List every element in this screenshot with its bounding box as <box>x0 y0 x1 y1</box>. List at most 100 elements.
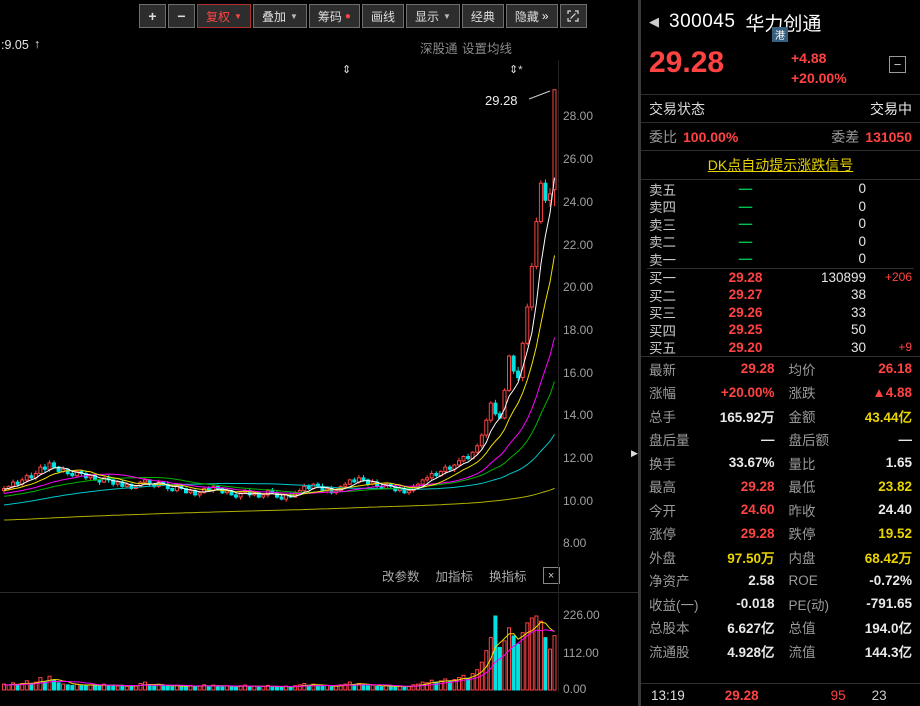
dk-signal-link[interactable]: DK点自动提示涨跌信号 <box>707 157 854 173</box>
stat-row: 涨停 29.28 跌停 19.52 <box>649 525 912 543</box>
chart-area: + − 复权 ▼ 叠加 ▼ 筹码 ● 画线 显示 ▼ 经典 隐藏» :9.05 ↑ 深股… <box>0 0 638 706</box>
sell-row: 卖五 —0 <box>649 181 866 198</box>
stat-row: 最新 29.28 均价 26.18 <box>649 361 912 378</box>
weibi-row: 委比 100.00% 委差 131050 <box>641 123 920 150</box>
sell-price[interactable]: — <box>738 198 753 214</box>
last-price: 29.28 <box>649 46 725 79</box>
stat-row: 今开 24.60 昨收 24.40 <box>649 502 912 519</box>
buy-row: 买一 29.28 130899 +206 <box>649 269 912 287</box>
market-badge: 港 <box>772 27 788 42</box>
close-indicator-button[interactable]: × <box>542 567 560 584</box>
dk-signal-row: DK点自动提示涨跌信号 <box>641 151 920 179</box>
buy-price[interactable]: 29.26 <box>728 304 763 320</box>
collapse-quote-button[interactable]: − <box>889 56 906 73</box>
stat-row: 收益(一) -0.018 PE(动) -791.65 <box>649 596 912 613</box>
tick-count: 23 <box>871 687 887 703</box>
weibi-label: 委比 <box>649 128 677 145</box>
zoom-out-button[interactable]: − <box>168 4 195 28</box>
chip-distribution-button[interactable]: 筹码 ● <box>308 4 360 28</box>
sell-row: 卖一 —0 <box>649 251 866 268</box>
y-axis-tick: 26.00 <box>563 152 594 166</box>
classic-button[interactable]: 经典 <box>461 4 504 28</box>
chevron-down-icon: ▼ <box>289 11 298 21</box>
collapse-arrow-icon[interactable]: ▶ <box>631 448 638 458</box>
event-marker-icon[interactable]: ⇕ <box>342 64 352 76</box>
divider <box>641 356 920 357</box>
buy-price[interactable]: 29.27 <box>728 287 763 303</box>
trade-status-value: 交易中 <box>870 100 912 117</box>
stat-row: 总手 165.92万 金额 43.44亿 <box>649 409 912 425</box>
sell-price[interactable]: — <box>738 216 753 232</box>
change-params-link[interactable]: 改参数 <box>382 570 420 584</box>
vol-axis-tick: 112.00 <box>563 646 599 660</box>
tick-price: 29.28 <box>724 687 759 703</box>
divider <box>641 150 920 151</box>
y-axis-tick: 22.00 <box>563 238 594 252</box>
red-dot-icon: ● <box>344 10 351 22</box>
overlay-button[interactable]: 叠加 ▼ <box>252 4 307 28</box>
sell-row: 卖四 —0 <box>649 198 866 216</box>
chart-toolbar: + − 复权 ▼ 叠加 ▼ 筹码 ● 画线 显示 ▼ 经典 隐藏» <box>139 4 587 28</box>
vol-axis-tick: 226.00 <box>563 608 600 622</box>
weicha-value: 131050 <box>865 128 912 145</box>
trade-status-label: 交易状态 <box>649 100 705 117</box>
sell-price[interactable]: — <box>738 251 753 267</box>
indicator-toolbar: 改参数 加指标 换指标 × <box>382 566 560 585</box>
axis-divider <box>558 60 559 692</box>
add-indicator-link[interactable]: 加指标 <box>435 570 474 584</box>
panel-splitter[interactable]: ▶ <box>631 0 641 706</box>
divider <box>641 94 920 95</box>
chart-info-row: :9.05 ↑ 深股通 设置均线 <box>0 37 638 56</box>
stat-row: 外盘 97.50万 内盘 68.42万 <box>649 550 912 566</box>
set-ma-link[interactable]: 设置均线 <box>462 42 513 56</box>
stat-row: 流通股 4.928亿 流值 144.3亿 <box>649 644 912 660</box>
event-marker-icon[interactable]: ⇕* <box>509 64 523 76</box>
y-axis-tick: 8.00 <box>563 536 587 550</box>
sell-row: 卖三 —0 <box>649 216 866 233</box>
trade-status-row: 交易状态 交易中 <box>641 95 920 122</box>
chevrons-icon: » <box>541 9 549 23</box>
adjust-price-button[interactable]: 复权 ▼ <box>197 4 251 28</box>
y-axis-tick: 10.00 <box>563 494 594 508</box>
ma-value-label: :9.05 <box>1 38 29 52</box>
buy-price[interactable]: 29.20 <box>728 339 763 355</box>
y-axis-tick: 18.00 <box>563 323 594 337</box>
tick-time: 13:19 <box>651 687 685 703</box>
switch-indicator-link[interactable]: 换指标 <box>489 570 527 584</box>
back-arrow-icon[interactable]: ◀ <box>649 14 659 29</box>
y-axis-tick: 20.00 <box>563 280 594 294</box>
buy-price[interactable]: 29.28 <box>728 269 763 285</box>
last-tick-bar: 13:19 29.28 95 23 <box>641 683 920 706</box>
chevron-down-icon: ▼ <box>442 11 451 21</box>
quote-price-block: 29.28 +4.88 +20.00% − <box>641 44 920 94</box>
queue-divider <box>647 267 914 269</box>
stat-row: 盘后量 — 盘后额 — <box>649 431 912 449</box>
stat-row: 换手 33.67% 量比 1.65 <box>649 455 912 472</box>
y-axis-tick: 12.00 <box>563 451 594 465</box>
expand-icon <box>567 10 579 22</box>
sell-price[interactable]: — <box>738 233 753 249</box>
buy-row: 买二 29.27 38 <box>649 287 866 304</box>
buy-price[interactable]: 29.25 <box>728 322 763 338</box>
display-button[interactable]: 显示 ▼ <box>405 4 460 28</box>
y-axis-tick: 14.00 <box>563 408 594 422</box>
y-axis-tick: 16.00 <box>563 366 594 380</box>
buy-row: 买四 29.25 50 <box>649 322 866 339</box>
quote-header: ◀ 300045 华力创通 港 <box>641 0 920 44</box>
sell-price[interactable]: — <box>738 181 753 197</box>
zoom-in-button[interactable]: + <box>139 4 166 28</box>
buy-row: 买三 29.26 33 <box>649 304 866 322</box>
pane-divider <box>0 592 638 593</box>
divider <box>641 179 920 180</box>
fullscreen-button[interactable] <box>559 4 587 28</box>
stat-row: 涨幅 +20.00% 涨跌 ▲4.88 <box>649 384 912 402</box>
hide-button[interactable]: 隐藏» <box>505 4 558 28</box>
tick-volume: 95 <box>830 687 846 703</box>
weibi-value: 100.00% <box>683 128 739 145</box>
price-change-pct: +20.00% <box>791 70 847 86</box>
kline-chart[interactable] <box>0 0 638 706</box>
up-arrow-icon: ↑ <box>34 37 41 51</box>
draw-line-button[interactable]: 画线 <box>361 4 404 28</box>
y-axis-tick: 28.00 <box>563 109 594 123</box>
